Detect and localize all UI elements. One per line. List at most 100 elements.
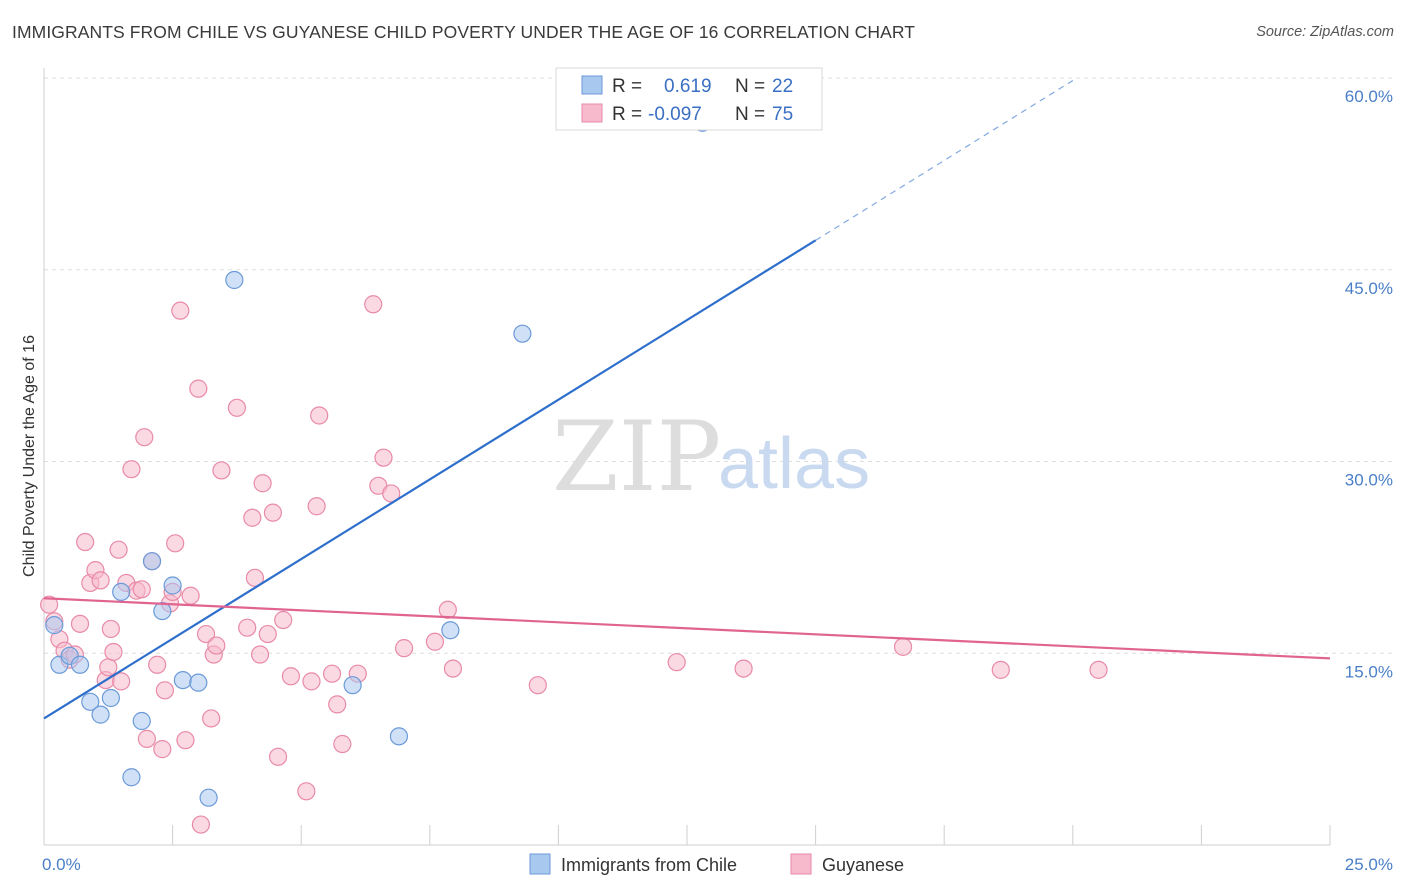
stats-swatch-pink	[581, 103, 603, 123]
data-point	[99, 658, 118, 677]
stats-legend: R = 0.619 N = 22 R = -0.097 N = 75	[555, 67, 823, 131]
data-point	[153, 740, 172, 759]
data-point	[91, 571, 110, 590]
legend-swatch-chile	[529, 853, 551, 875]
data-point	[112, 582, 131, 601]
y-tick-label-15: 15.0%	[1345, 662, 1393, 681]
data-point	[196, 624, 216, 644]
data-point	[153, 601, 172, 621]
data-point	[132, 580, 151, 599]
data-point	[207, 636, 226, 655]
data-point	[176, 731, 195, 750]
data-point	[225, 270, 244, 290]
stats-n-value-pink: 75	[772, 104, 793, 125]
series-legend: Immigrants from Chile Guyanese	[529, 853, 904, 875]
watermark-atlas: atlas	[718, 424, 870, 504]
data-point	[322, 664, 342, 683]
data-point	[142, 552, 162, 571]
data-point	[135, 428, 154, 447]
stats-r-label-pink: R =	[612, 104, 642, 125]
data-point	[155, 681, 174, 700]
data-point	[112, 672, 131, 691]
data-point	[513, 324, 532, 343]
stats-n-value-blue: 22	[772, 76, 793, 97]
data-point	[70, 655, 90, 674]
trend-line-chile-extension	[815, 80, 1074, 241]
data-point	[302, 672, 321, 691]
data-point	[382, 484, 401, 503]
watermark-zip: ZIP	[552, 401, 721, 513]
data-point	[191, 815, 210, 834]
data-point	[441, 621, 460, 640]
data-point	[991, 660, 1010, 679]
data-point	[81, 692, 100, 711]
data-point	[374, 448, 393, 467]
data-point	[202, 709, 221, 728]
grid-lines	[44, 77, 1393, 654]
data-point	[189, 379, 208, 398]
trend-line-chile	[43, 239, 817, 720]
data-point	[122, 460, 141, 479]
data-point	[243, 508, 262, 527]
y-tick-label-30: 30.0%	[1345, 471, 1393, 490]
data-point	[45, 616, 64, 635]
x-tick-label-min: 0.0%	[42, 855, 81, 874]
data-point	[212, 461, 231, 480]
legend-label-guyanese: Guyanese	[822, 855, 904, 875]
data-point	[310, 406, 329, 425]
data-point	[227, 398, 246, 417]
data-point	[245, 568, 265, 587]
data-point	[893, 637, 913, 656]
data-point	[199, 788, 218, 807]
trend-lines	[43, 80, 1331, 720]
data-point	[104, 642, 123, 662]
stats-n-label-blue: N =	[735, 76, 765, 97]
guyanese-points	[40, 295, 1108, 834]
data-point	[91, 705, 110, 724]
data-point	[181, 586, 200, 605]
data-point	[70, 614, 90, 633]
data-point	[132, 711, 151, 731]
legend-swatch-guyanese	[790, 853, 812, 875]
legend-label-chile: Immigrants from Chile	[561, 855, 737, 875]
y-tick-label-45: 45.0%	[1345, 279, 1393, 298]
data-point	[268, 747, 288, 766]
data-point	[101, 619, 120, 639]
data-point	[122, 768, 141, 787]
y-tick-label-60: 60.0%	[1345, 87, 1393, 106]
data-point	[425, 632, 445, 651]
stats-n-label-pink: N =	[735, 104, 765, 125]
data-point	[238, 618, 257, 637]
data-point	[343, 676, 362, 695]
data-point	[171, 301, 190, 320]
data-point	[263, 503, 283, 522]
data-point	[137, 729, 156, 748]
data-point	[1089, 660, 1108, 679]
y-tick-labels: 15.0% 30.0% 45.0% 60.0%	[1345, 87, 1393, 681]
data-point	[667, 653, 686, 672]
stats-swatch-blue	[581, 75, 603, 95]
data-point	[109, 540, 128, 559]
stats-r-value-pink: -0.097	[648, 104, 702, 125]
data-point	[307, 497, 326, 516]
data-point	[281, 667, 301, 686]
x-axis-ticks	[43, 825, 1331, 845]
data-point	[163, 576, 182, 595]
data-point	[389, 727, 409, 746]
data-point	[76, 532, 95, 552]
data-point	[297, 782, 316, 801]
data-point	[250, 645, 270, 664]
data-point	[528, 676, 547, 695]
chile-points	[45, 113, 712, 807]
data-point	[438, 600, 457, 619]
data-point	[364, 295, 383, 314]
data-point	[173, 670, 192, 690]
x-tick-label-max: 25.0%	[1345, 855, 1393, 874]
chart-title: IMMIGRANTS FROM CHILE VS GUYANESE CHILD …	[12, 22, 916, 42]
data-point	[253, 474, 272, 493]
data-point	[333, 734, 352, 754]
data-point	[394, 639, 414, 658]
source-credit: Source: ZipAtlas.com	[1256, 24, 1394, 40]
data-point	[734, 659, 753, 678]
